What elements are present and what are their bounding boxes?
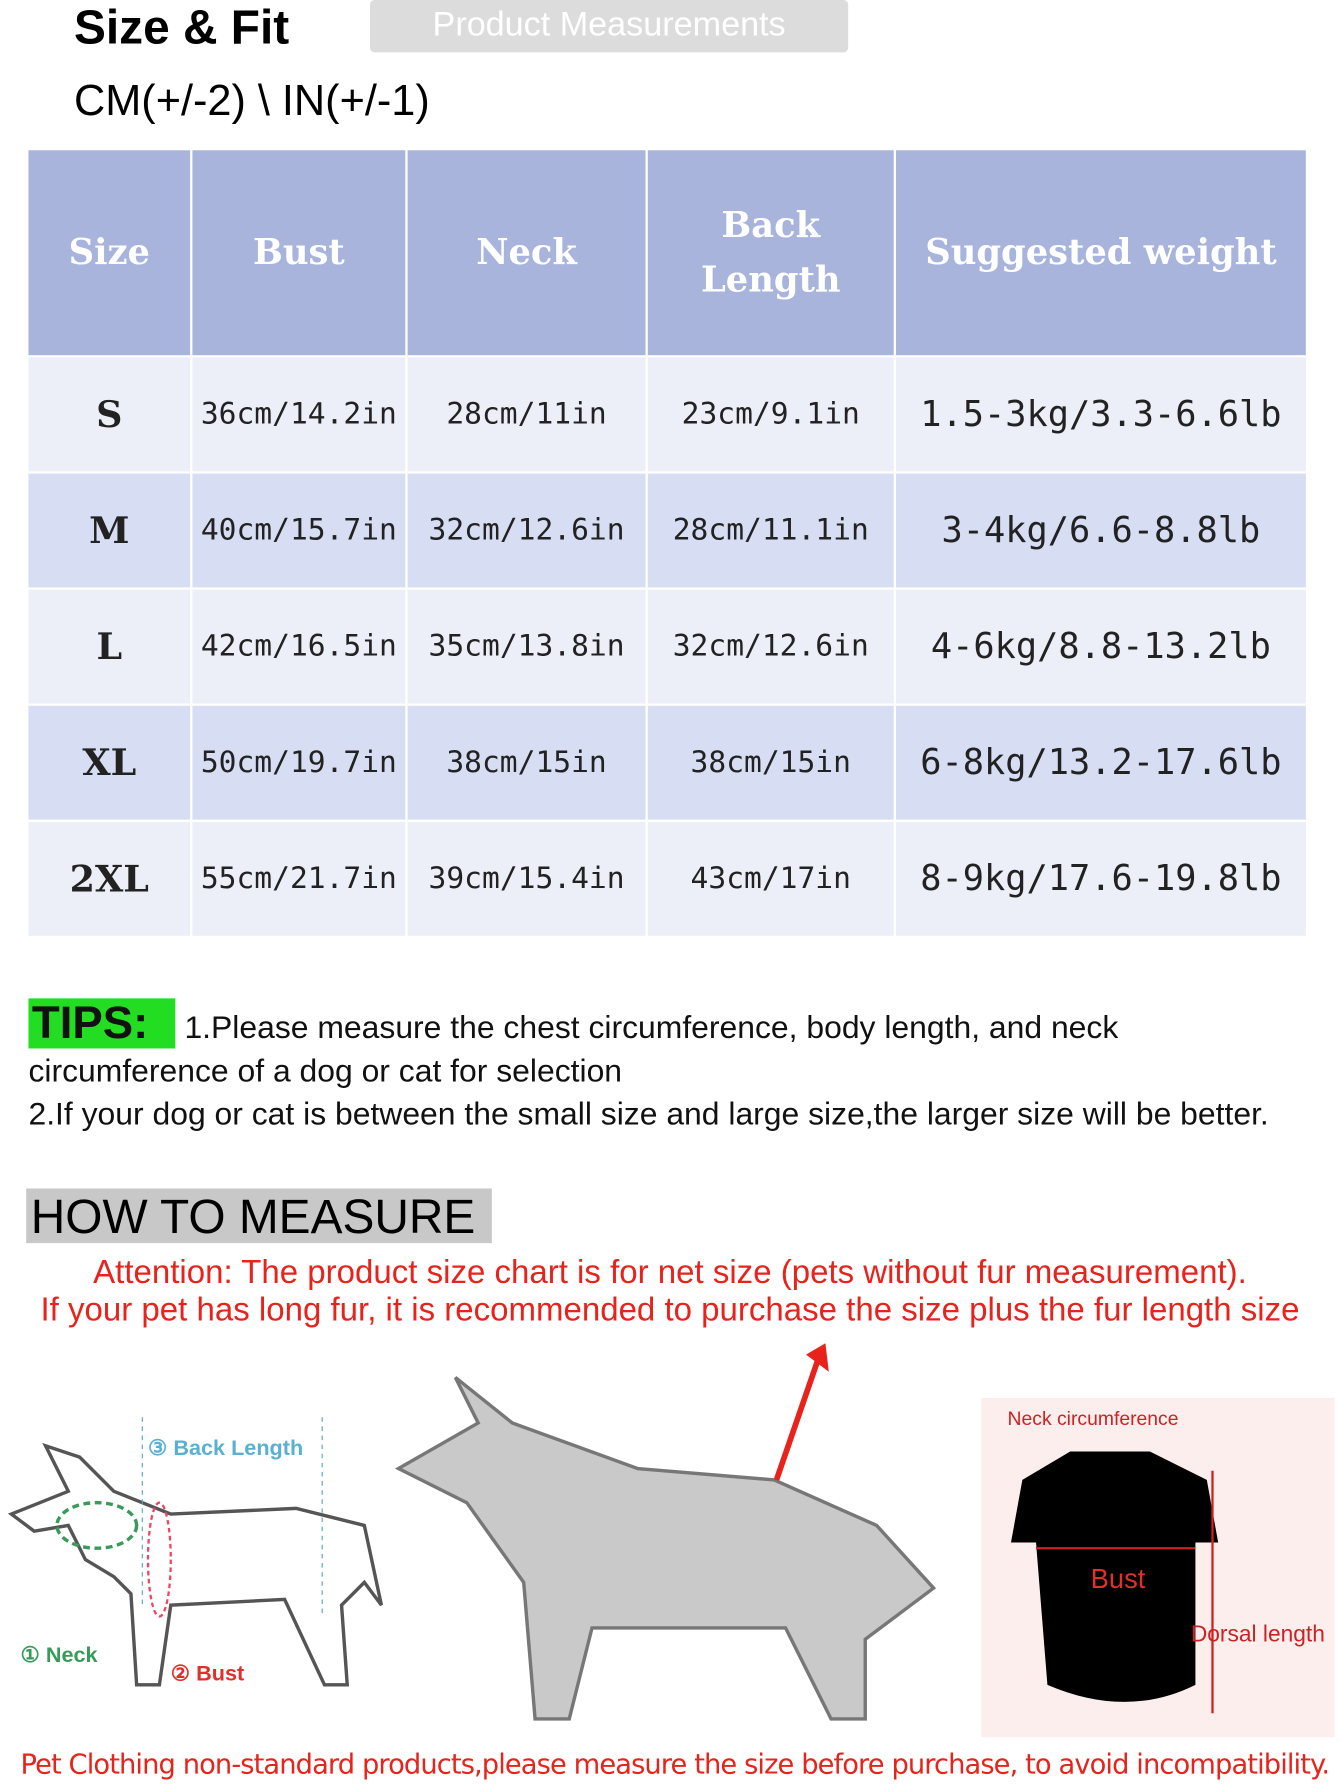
tab[interactable]: Product Measurements (370, 0, 849, 53)
table-row: L 42cm/16.5in 35cm/13.8in 32cm/12.6in 4-6kg/… (26, 587, 1309, 706)
cell: 43cm/17in (645, 819, 896, 939)
attention-line: Attention: The product size chart is for… (93, 1254, 1247, 1291)
cell: 55cm/21.7in (190, 819, 408, 939)
cell: M (26, 471, 193, 590)
column-header: Size (26, 147, 193, 358)
label: ③ Back Length (148, 1435, 303, 1460)
cell: 38cm/15in (405, 703, 648, 822)
column-header: Bust (190, 147, 408, 358)
cell: 4-6kg/8.8-13.2lb (893, 587, 1309, 706)
cell: 1.5-3kg/3.3-6.6lb (893, 355, 1309, 474)
label: Neck circumference (1008, 1408, 1179, 1430)
tips: TIPS: 1.Please measure the chest circumf… (28, 998, 1314, 1136)
neck-mark (55, 1500, 139, 1550)
cell: S (26, 355, 193, 474)
cell: 42cm/16.5in (190, 587, 408, 706)
label: ② Bust (171, 1660, 244, 1685)
cell: 35cm/13.8in (405, 587, 648, 706)
attention-line: If your pet has long fur, it is recommen… (40, 1292, 1300, 1329)
cell: 28cm/11.1in (645, 471, 896, 590)
column-header: Suggested weight (893, 147, 1309, 358)
table-row: XL 50cm/19.7in 38cm/15in 38cm/15in 6-8kg/13.… (26, 703, 1309, 822)
cell: XL (26, 703, 193, 822)
cell: 8-9kg/17.6-19.8lb (893, 819, 1309, 939)
label: ① Neck (20, 1642, 98, 1667)
dog-outline (7, 1442, 384, 1687)
size-table: Size Bust Neck Back Length Suggested weight S… (26, 147, 1309, 939)
tip: 1.Please measure the chest circumference… (28, 1009, 1119, 1089)
label: Bust (1091, 1563, 1146, 1594)
cell: 3-4kg/6.6-8.8lb (893, 471, 1309, 590)
arrow-head (806, 1343, 829, 1372)
title: Size & Fit (74, 0, 290, 54)
table-row: 2XL 55cm/21.7in 39cm/15.4in 43cm/17in 8-9kg/… (26, 819, 1309, 939)
cell: 50cm/19.7in (190, 703, 408, 822)
footer: Pet Clothing non-standard products,pleas… (20, 1748, 1330, 1781)
arrow (773, 1353, 823, 1481)
shirt (1010, 1451, 1219, 1702)
cell: 38cm/15in (645, 703, 896, 822)
cell: 32cm/12.6in (405, 471, 648, 590)
tip: 2.If your dog or cat is between the smal… (28, 1096, 1269, 1132)
cell: 6-8kg/13.2-17.6lb (893, 703, 1309, 822)
measure-title: HOW TO MEASURE (26, 1188, 492, 1244)
cell: 32cm/12.6in (645, 587, 896, 706)
cell: 2XL (26, 819, 193, 939)
bust-mark (146, 1501, 172, 1618)
cell: 36cm/14.2in (190, 355, 408, 474)
column-header: Neck (405, 147, 648, 358)
table-row: S 36cm/14.2in 28cm/11in 23cm/9.1in 1.5-3kg/3… (26, 355, 1309, 474)
diagrams: ③ Back Length ① Neck ② Bust Neck circumf… (7, 1343, 1335, 1738)
cell: 23cm/9.1in (645, 355, 896, 474)
table-row: M 40cm/15.7in 32cm/12.6in 28cm/11.1in 3-4kg/… (26, 471, 1309, 590)
units: CM(+/-2) \ IN(+/-1) (74, 77, 430, 126)
tips-label: TIPS: (28, 998, 176, 1049)
cell: 40cm/15.7in (190, 471, 408, 590)
column-header: Back Length (645, 147, 896, 358)
cell: 39cm/15.4in (405, 819, 648, 939)
cell: 28cm/11in (405, 355, 648, 474)
label: Dorsal length (1191, 1621, 1325, 1647)
furry-dog (394, 1376, 937, 1721)
attention: Attention: The product size chart is for… (0, 1255, 1340, 1330)
cell: L (26, 587, 193, 706)
